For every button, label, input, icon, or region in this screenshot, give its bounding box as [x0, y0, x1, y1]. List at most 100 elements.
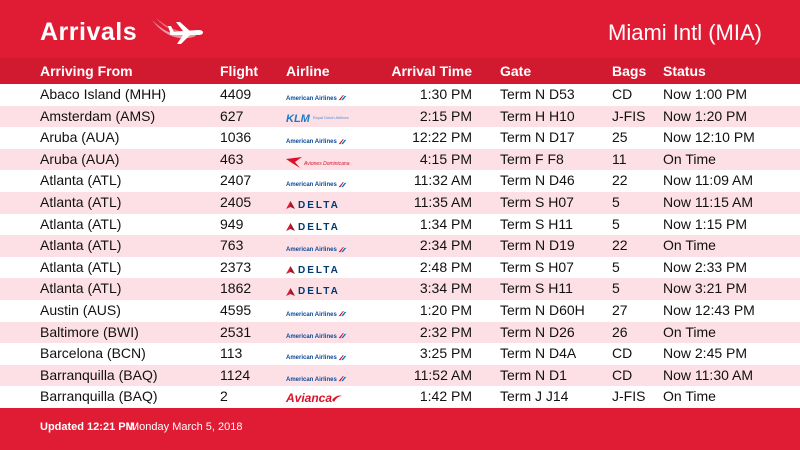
column-headers: Arriving From Flight Airline Arrival Tim…	[0, 58, 800, 84]
airline-logo: DELTA	[286, 263, 340, 279]
airline-cell: DELTA	[286, 195, 340, 211]
bags-cell: 5	[612, 258, 620, 275]
gate-cell: Term J J14	[500, 388, 569, 405]
header-bar: Arrivals Miami Intl (MIA)	[0, 0, 800, 58]
col-bags: Bags	[612, 63, 647, 79]
gate-cell: Term H H10	[500, 107, 575, 124]
flight-number-cell: 4409	[220, 86, 252, 102]
col-flight: Flight	[220, 63, 259, 79]
airline-logo: American Airlines	[286, 329, 347, 345]
airline-name: American Airlines	[286, 333, 337, 340]
status-cell: Now 1:15 PM	[663, 215, 748, 232]
airline-cell: American Airlines	[286, 346, 347, 362]
airline-name: DELTA	[298, 199, 340, 211]
col-status: Status	[663, 63, 706, 79]
arriving-from-cell: Austin (AUS)	[40, 301, 121, 318]
airline-logo: KLM Royal Dutch Airlines	[286, 109, 349, 125]
table-row: Abaco Island (MHH) 4409 American Airlines 1…	[0, 84, 800, 106]
table-row: Aruba (AUA) 463 Aviones Dominicana 4:15 PM T…	[0, 148, 800, 171]
footer-bar: Updated 12:21 PM Monday March 5, 2018	[0, 408, 800, 450]
flight-number-cell: 463	[220, 150, 244, 167]
airline-logo: American Airlines	[286, 134, 347, 150]
status-cell: Now 3:21 PM	[663, 280, 748, 297]
airline-cell: DELTA	[286, 260, 340, 276]
bags-cell: 22	[612, 237, 628, 254]
table-row: Barranquilla (BAQ) 1124 American Airlines 1…	[0, 364, 800, 387]
avianca-logo-icon	[332, 395, 343, 403]
table-row: Aruba (AUA) 1036 American Airlines 12:22 PM…	[0, 127, 800, 149]
flight-number-cell: 1124	[220, 366, 251, 383]
status-cell: Now 2:45 PM	[663, 345, 748, 362]
arrival-time-cell: 1:30 PM	[419, 86, 472, 102]
status-cell: Now 11:09 AM	[663, 172, 754, 189]
arriving-from-cell: Atlanta (ATL)	[40, 280, 122, 297]
arriving-from-cell: Barcelona (BCN)	[40, 345, 146, 362]
gate-cell: Term S H07	[500, 193, 574, 210]
airline-name: American Airlines	[286, 247, 337, 254]
american-airlines-logo-icon	[338, 95, 347, 101]
airline-name: American Airlines	[286, 355, 337, 362]
arrival-time-cell: 4:15 PM	[419, 150, 472, 167]
table-row: Barranquilla (BAQ) 2 Avianca 1:42 PM Term J …	[0, 386, 800, 408]
gate-cell: Term S H11	[500, 280, 573, 297]
arriving-from-cell: Atlanta (ATL)	[40, 215, 122, 232]
table-row: Atlanta (ATL) 1862 DELTA 3:34 PM Term S H11 5…	[0, 278, 800, 300]
table-row: Amsterdam (AMS) 627 KLM Royal Dutch Airline…	[0, 105, 800, 128]
bags-cell: 11	[612, 150, 627, 167]
airline-cell: American Airlines	[286, 238, 347, 254]
arriving-from-cell: Aruba (AUA)	[40, 129, 120, 146]
arrival-time-cell: 2:32 PM	[419, 323, 472, 340]
arrival-time-cell: 2:34 PM	[419, 237, 472, 254]
airline-logo: DELTA	[286, 220, 340, 236]
flight-number-cell: 2373	[220, 258, 252, 275]
airline-logo: American Airlines	[286, 242, 347, 258]
airline-logo: Aviones Dominicana	[286, 156, 350, 172]
gate-cell: Term N D19	[500, 237, 575, 254]
status-cell: On Time	[663, 150, 716, 167]
airline-cell: DELTA	[286, 281, 340, 297]
bags-cell: 5	[612, 193, 620, 210]
arrival-time-cell: 2:15 PM	[419, 107, 472, 124]
airline-name: American Airlines	[286, 311, 337, 318]
arrival-time-cell: 12:22 PM	[412, 129, 472, 146]
airline-logo: American Airlines	[286, 350, 347, 366]
airplane-icon	[152, 18, 203, 44]
status-cell: Now 12:10 PM	[663, 129, 755, 146]
gate-cell: Term N D4A	[500, 345, 577, 362]
bags-cell: CD	[612, 86, 633, 102]
gate-cell: Term F F8	[500, 150, 564, 167]
delta-widget-icon	[286, 201, 295, 210]
table-row: Atlanta (ATL) 2373 DELTA 2:48 PM Term S H07 5…	[0, 256, 800, 279]
gate-cell: Term N D17	[500, 129, 575, 146]
status-cell: On Time	[663, 323, 716, 340]
airline-name: American Airlines	[286, 182, 337, 189]
airline-name: Avianca	[286, 391, 333, 406]
arrival-time-cell: 1:34 PM	[419, 215, 472, 232]
updated-time: Updated 12:21 PM	[40, 421, 135, 433]
airline-bird-logo-icon	[286, 157, 302, 169]
bags-cell: 25	[612, 129, 628, 146]
flight-number-cell: 113	[220, 345, 243, 362]
airline-cell: DELTA	[286, 217, 340, 233]
bags-cell: 27	[612, 301, 628, 318]
airline-name: DELTA	[298, 286, 340, 298]
american-airlines-logo-icon	[338, 246, 347, 252]
airline-cell: American Airlines	[286, 325, 347, 341]
arrival-time-cell: 11:32 AM	[413, 172, 472, 189]
american-airlines-logo-icon	[338, 376, 347, 382]
arrival-time-cell: 11:52 AM	[413, 366, 472, 383]
arriving-from-cell: Atlanta (ATL)	[40, 258, 122, 275]
bags-cell: J-FIS	[612, 107, 646, 124]
flight-number-cell: 2405	[220, 193, 252, 210]
flight-number-cell: 949	[220, 215, 244, 232]
american-airlines-logo-icon	[338, 181, 347, 187]
american-airlines-logo-icon	[338, 332, 347, 339]
airline-cell: Aviones Dominicana	[286, 152, 350, 169]
status-cell: On Time	[663, 388, 716, 405]
arriving-from-cell: Abaco Island (MHH)	[40, 86, 167, 102]
airline-logo: DELTA	[286, 284, 340, 300]
table-row: Atlanta (ATL) 949 DELTA 1:34 PM Term S H11 5 N…	[0, 213, 800, 236]
status-cell: Now 11:30 AM	[663, 366, 754, 383]
arriving-from-cell: Atlanta (ATL)	[40, 237, 122, 254]
